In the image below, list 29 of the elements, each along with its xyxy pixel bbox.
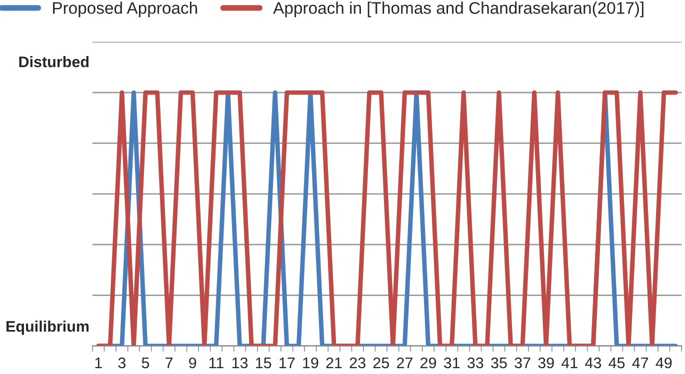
x-tick-label: 43	[585, 357, 602, 368]
x-tick-label: 45	[608, 358, 625, 368]
x-tick-label: 19	[303, 357, 318, 368]
x-tick-label: 11	[209, 358, 224, 368]
x-tick-label: 29	[420, 357, 436, 368]
x-tick-label: 27	[396, 357, 412, 368]
x-tick-label: 17	[280, 358, 295, 368]
text: Disturbed	[19, 56, 89, 68]
x-tick-label: 23	[350, 357, 366, 368]
x-tick-label: 9	[189, 357, 196, 368]
x-tick-label: 33	[467, 357, 484, 368]
x-tick-label: 49	[656, 357, 672, 368]
text: Equilibrium	[6, 320, 89, 335]
x-tick-label: 25	[373, 357, 389, 368]
x-tick-label: 1	[95, 358, 102, 368]
x-tick-label: 41	[562, 358, 578, 368]
x-tick-label: 31	[444, 357, 460, 368]
x-tick-label: 13	[232, 357, 248, 368]
x-tick-label: 3	[118, 357, 126, 368]
x-tick-label: 37	[514, 357, 530, 368]
x-tick-label: 39	[538, 357, 554, 368]
x-tick-label: 35	[491, 357, 507, 368]
x-tick-label: 7	[166, 358, 173, 368]
x-tick-label: 47	[632, 358, 648, 368]
x-tick-label: 21	[326, 357, 342, 368]
legend-label: Approach in [Thomas and Chandrasekaran(2017)]	[273, 2, 644, 18]
legend-label: Proposed Approach	[53, 2, 197, 18]
x-tick-label: 5	[142, 358, 150, 368]
x-tick-label: 15	[256, 358, 272, 368]
